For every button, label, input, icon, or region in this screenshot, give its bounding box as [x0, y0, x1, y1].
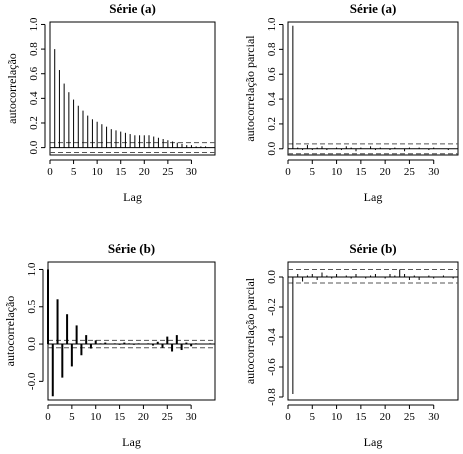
y-tick-label: 0.6	[28, 66, 40, 80]
y-tick-label: 0.4	[266, 92, 278, 106]
y-tick-label: 1.0	[26, 262, 38, 276]
x-tick-label: 5	[310, 411, 316, 423]
x-tick-label: 10	[90, 411, 102, 423]
x-tick-label: 20	[139, 166, 151, 178]
x-tick-label: 5	[310, 166, 316, 178]
y-tick-label: 0.2	[28, 116, 40, 130]
y-tick-label: 0.2	[266, 117, 278, 131]
y-tick-label: 0.8	[266, 42, 278, 56]
chart-title: Série (a)	[350, 1, 397, 16]
y-tick-label: 0.0	[28, 140, 40, 154]
plot-frame	[49, 21, 216, 156]
x-axis-label: Lag	[364, 435, 383, 449]
y-tick-label: -0.4	[266, 328, 278, 346]
x-tick-label: 15	[355, 166, 367, 178]
y-tick-label: 1.0	[266, 17, 278, 31]
y-tick-label: 0.0	[266, 270, 278, 284]
x-axis-label: Lag	[122, 435, 141, 449]
x-tick-label: 10	[331, 166, 343, 178]
chart-title: Série (a)	[109, 1, 156, 16]
y-tick-label: 0.5	[26, 299, 38, 313]
x-tick-label: 25	[162, 166, 174, 178]
plot-frame	[47, 261, 216, 401]
x-tick-label: 10	[331, 411, 343, 423]
y-tick-label: 0.0	[26, 337, 38, 351]
y-tick-label: 0.6	[266, 67, 278, 81]
y-tick-label: 1.0	[28, 17, 40, 31]
chart-title: Série (b)	[108, 241, 155, 256]
y-tick-label: 0.8	[28, 42, 40, 56]
plot-frame	[287, 261, 459, 401]
y-axis-label: autocorrelação	[5, 53, 19, 124]
y-axis-label: autocorrelação parcial	[243, 277, 257, 384]
y-tick-label: 0.4	[28, 91, 40, 105]
y-axis-label: autocorrelação parcial	[243, 35, 257, 142]
chart-panel-3: Série (b) 0 5 10 15 20 25 30 Lag -0.0 0.0 0.5 1.0 aut…	[3, 241, 216, 449]
x-tick-label: 15	[114, 411, 126, 423]
x-tick-label: 20	[380, 166, 392, 178]
y-axis-label: autocorrelação	[3, 296, 17, 367]
chart-panel-4: Série (b) 0 5 10 15 20 25 30 Lag 0.0 -0.2 -0.4 -0.6 -…	[243, 241, 459, 449]
x-tick-label: 0	[285, 411, 291, 423]
x-axis-label: Lag	[364, 190, 383, 204]
x-tick-label: 5	[71, 166, 77, 178]
x-tick-label: 0	[47, 166, 53, 178]
y-tick-label: -0.2	[266, 298, 278, 315]
x-tick-label: 20	[138, 411, 150, 423]
x-tick-label: 20	[380, 411, 392, 423]
chart-title: Série (b)	[349, 241, 396, 256]
x-tick-label: 30	[186, 166, 198, 178]
x-tick-label: 25	[162, 411, 174, 423]
x-tick-label: 30	[428, 166, 440, 178]
x-tick-label: 15	[355, 411, 367, 423]
y-tick-label: -0.0	[26, 372, 38, 390]
x-tick-label: 0	[45, 411, 51, 423]
plot-frame	[287, 21, 459, 156]
y-tick-label: 0.0	[266, 141, 278, 155]
y-tick-label: -0.8	[266, 388, 278, 406]
x-tick-label: 15	[115, 166, 127, 178]
x-tick-label: 30	[186, 411, 198, 423]
x-tick-label: 10	[92, 166, 104, 178]
x-tick-label: 5	[69, 411, 75, 423]
chart-panel-1: Série (a) 0 5 10 15 20 25 30 Lag 0.0 0.2 0.4 0.6 0.8 1…	[5, 1, 216, 204]
x-tick-label: 25	[404, 411, 416, 423]
x-tick-label: 0	[285, 166, 291, 178]
chart-panel-2: Série (a) 0 5 10 15 20 25 30 Lag 0.0 0.2 0.4 0.6 0.8 1…	[243, 1, 459, 204]
x-tick-label: 30	[428, 411, 440, 423]
x-tick-label: 25	[404, 166, 416, 178]
x-axis-label: Lag	[123, 190, 142, 204]
y-tick-label: -0.6	[266, 358, 278, 376]
